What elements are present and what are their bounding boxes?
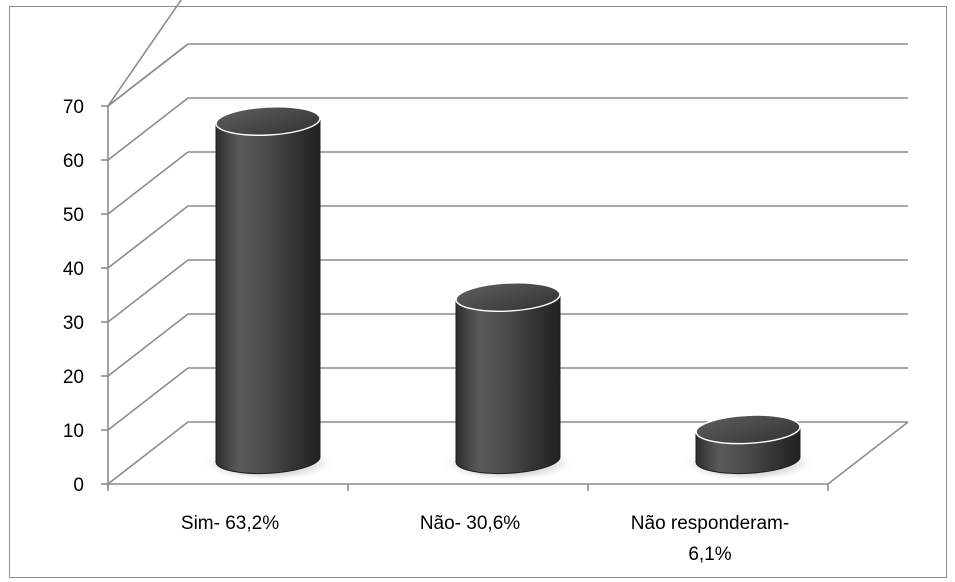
side-gridline-top	[107, 0, 183, 107]
bar-top	[215, 106, 321, 136]
bars-layer	[200, 106, 816, 482]
bar-top	[455, 282, 561, 313]
side-gridline	[107, 205, 189, 269]
side-gridline	[107, 97, 189, 161]
category-label-line: Não responderam-	[631, 513, 789, 534]
bar	[440, 282, 576, 482]
y-tick-label: 0	[73, 475, 84, 496]
category-label: Sim- 63,2%	[181, 513, 279, 534]
category-label: Não responderam- 6,1%	[631, 513, 789, 565]
bar-body	[215, 117, 321, 475]
category-label-line: Não- 30,6%	[420, 513, 520, 534]
category-label-line: Sim- 63,2%	[181, 513, 279, 534]
bar	[200, 106, 336, 482]
bar-body	[455, 294, 561, 475]
category-label: Não- 30,6%	[420, 513, 520, 534]
y-tick-label: 20	[63, 367, 84, 388]
axis-layer: 0 10 20 30 40 50 60 70	[63, 97, 829, 496]
side-gridline	[107, 367, 189, 431]
bar-top	[695, 414, 801, 445]
labels-layer: Sim- 63,2% Não- 30,6% Não responderam- 6,1%	[181, 513, 789, 565]
side-gridline	[107, 313, 189, 377]
y-tick-label: 10	[63, 421, 84, 442]
side-gridline	[107, 151, 189, 215]
side-gridline	[107, 421, 189, 485]
y-tick-label: 70	[63, 97, 84, 118]
side-gridline	[107, 259, 189, 323]
side-gridline	[107, 43, 189, 107]
y-tick-label: 60	[63, 151, 84, 172]
bar	[680, 414, 816, 482]
category-label-line: 6,1%	[688, 544, 731, 565]
y-tick-label: 40	[63, 259, 84, 280]
y-tick-label: 30	[63, 313, 84, 334]
y-tick-label: 50	[63, 205, 84, 226]
